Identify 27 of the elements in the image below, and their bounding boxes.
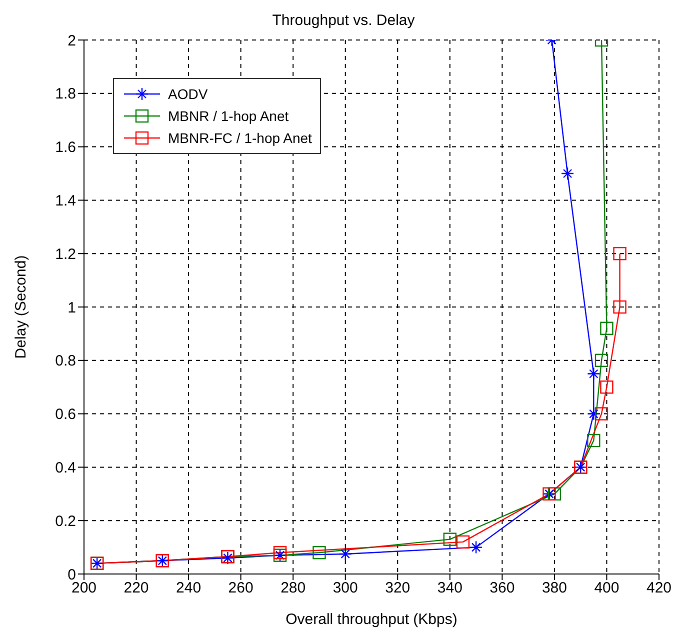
y-tick-label: 0.4: [55, 460, 76, 477]
y-tick-label: 1: [68, 299, 76, 316]
x-tick-label: 420: [646, 580, 672, 597]
y-tick-label: 1.4: [55, 192, 76, 210]
x-tick-label: 400: [594, 580, 620, 597]
x-axis-title: Overall throughput (Kbps): [286, 611, 458, 628]
x-tick-label: 240: [176, 580, 202, 597]
y-tick-label: 1.6: [55, 139, 76, 156]
chart-title: Throughput vs. Delay: [271, 12, 416, 29]
legend-label: MBNR / 1-hop Anet: [168, 108, 289, 124]
y-tick-label: 1.2: [55, 246, 76, 263]
legend-label: MBNR-FC / 1-hop Anet: [168, 130, 312, 146]
legend-label: AODV: [168, 86, 208, 102]
y-axis-title: Delay (Second): [12, 255, 30, 359]
x-tick-label: 320: [385, 580, 410, 597]
y-tick-label: 2: [68, 32, 76, 50]
x-tick-label: 260: [228, 580, 254, 597]
x-tick-label: 340: [437, 580, 462, 597]
x-tick-label: 360: [490, 580, 515, 597]
y-tick-label: 0.8: [55, 352, 76, 370]
y-tick-label: 0.2: [55, 512, 76, 530]
x-tick-label: 300: [332, 580, 358, 597]
x-tick-label: 280: [280, 580, 306, 597]
x-tick-label: 220: [124, 580, 149, 597]
y-tick-label: 0.6: [55, 406, 76, 424]
x-tick-label: 380: [542, 580, 567, 597]
y-tick-label: 1.8: [55, 86, 76, 103]
